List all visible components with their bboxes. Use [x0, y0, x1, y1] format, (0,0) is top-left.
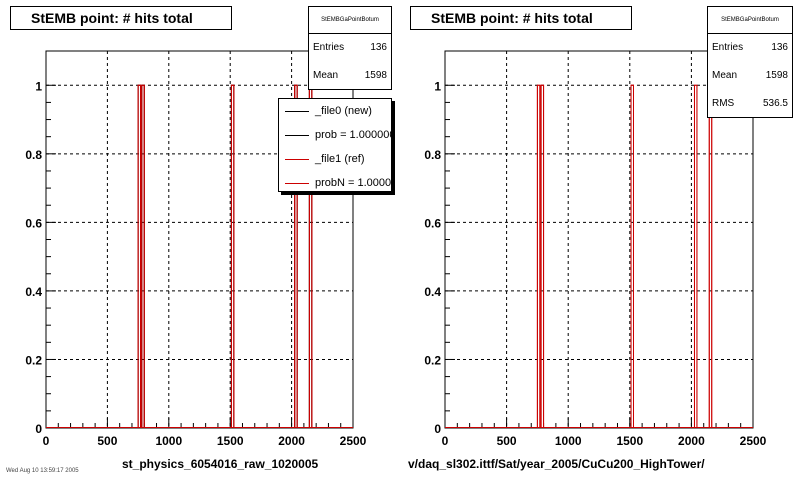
stats-entries-label-left: Entries — [313, 42, 345, 53]
stats-rms-value-right: 536.5 — [762, 98, 788, 109]
histogram-bar-right — [536, 84, 541, 428]
stats-entries-row-right: Entries 136 — [708, 34, 792, 62]
legend-swatch-file1 — [285, 159, 309, 160]
x-tick-label-right: 0 — [442, 434, 449, 448]
histogram-bar-right — [630, 84, 634, 428]
x-tick-label-left: 1500 — [217, 434, 244, 448]
x-tick-label-left: 2500 — [340, 434, 367, 448]
legend-entry-probn: probN = 1.000000 — [279, 171, 392, 191]
x-tick-label-right: 500 — [497, 434, 517, 448]
legend-label-file0: _file0 (new) — [315, 105, 372, 117]
stats-box-left: StEMBGaPointBotum Entries 136 Mean 1598 — [308, 6, 392, 90]
legend-box: _file0 (new) prob = 1.000000 _file1 (ref… — [278, 98, 392, 192]
stats-rms-label-right: RMS — [712, 98, 735, 109]
histogram-bar-left — [294, 84, 298, 428]
stats-mean-row-right: Mean 1598 — [708, 62, 792, 90]
chart-title-right-text: StEMB point: # hits total — [431, 10, 593, 26]
stats-mean-row-left: Mean 1598 — [309, 62, 391, 90]
stats-entries-value-right: 136 — [771, 42, 788, 53]
stats-entries-row-left: Entries 136 — [309, 34, 391, 62]
y-tick-label-left: 0.4 — [25, 285, 42, 299]
y-tick-label-left: 0.2 — [25, 353, 42, 367]
chart-title-right: StEMB point: # hits total — [410, 6, 632, 30]
legend-swatch-file0 — [285, 111, 309, 112]
chart-title-left: StEMB point: # hits total — [10, 6, 232, 30]
x-tick-label-left: 0 — [43, 434, 50, 448]
x-axis-title-right: v/daq_sl302.ittf/Sat/year_2005/CuCu200_H… — [408, 457, 705, 471]
stats-mean-label-left: Mean — [313, 70, 339, 81]
legend-swatch-prob — [285, 135, 309, 136]
x-axis-title-left: st_physics_6054016_raw_1020005 — [122, 457, 319, 471]
x-tick-label-left: 1000 — [155, 434, 182, 448]
x-tick-label-left: 2000 — [278, 434, 305, 448]
y-tick-label-left: 0.8 — [25, 148, 42, 162]
histogram-bar-left — [230, 84, 235, 428]
legend-entry-file0: _file0 (new) — [279, 99, 391, 123]
y-tick-label-left: 1 — [35, 79, 42, 93]
histogram-bar-left — [137, 84, 142, 428]
histogram-bar-right — [540, 84, 545, 428]
histogram-bar-right — [708, 84, 713, 428]
legend-label-probn: probN = 1.000000 — [315, 177, 392, 189]
legend-label-prob: prob = 1.000000 — [315, 129, 392, 141]
x-tick-label-right: 1500 — [616, 434, 643, 448]
legend-entry-prob: prob = 1.000000 — [279, 123, 391, 147]
x-tick-label-right: 1000 — [555, 434, 582, 448]
legend-swatch-probn — [285, 183, 309, 184]
stats-entries-value-left: 136 — [370, 42, 387, 53]
histogram-series-right-0 — [445, 84, 753, 428]
stats-entries-label-right: Entries — [712, 42, 744, 53]
stats-rms-row-right: RMS 536.5 — [708, 90, 792, 118]
legend-label-file1: _file1 (ref) — [315, 153, 365, 165]
y-tick-label-right: 1 — [434, 79, 441, 93]
stats-name-left: StEMBGaPointBotum — [309, 7, 391, 34]
stats-box-right: StEMBGaPointBotum Entries 136 Mean 1598 … — [707, 6, 793, 118]
y-tick-label-right: 0.8 — [424, 148, 441, 162]
histogram-bar-left — [141, 84, 145, 428]
x-tick-label-right: 2500 — [740, 434, 767, 448]
y-tick-label-right: 0.4 — [424, 285, 441, 299]
stats-mean-label-right: Mean — [712, 70, 738, 81]
histogram-bar-right — [693, 84, 698, 428]
x-tick-label-left: 500 — [97, 434, 117, 448]
y-tick-label-left: 0.6 — [25, 216, 42, 230]
x-tick-label-right: 2000 — [678, 434, 705, 448]
stats-name-right: StEMBGaPointBotum — [708, 7, 792, 34]
y-tick-label-left: 0 — [35, 422, 42, 436]
chart-title-left-text: StEMB point: # hits total — [31, 10, 193, 26]
timestamp-footer: Wed Aug 10 13:59:17 2005 — [6, 468, 79, 474]
y-tick-label-right: 0.2 — [424, 353, 441, 367]
stats-mean-value-right: 1598 — [765, 70, 788, 81]
legend-entry-file1: _file1 (ref) — [279, 147, 391, 171]
y-tick-label-right: 0 — [434, 422, 441, 436]
stats-mean-value-left: 1598 — [364, 70, 387, 81]
y-tick-label-right: 0.6 — [424, 216, 441, 230]
